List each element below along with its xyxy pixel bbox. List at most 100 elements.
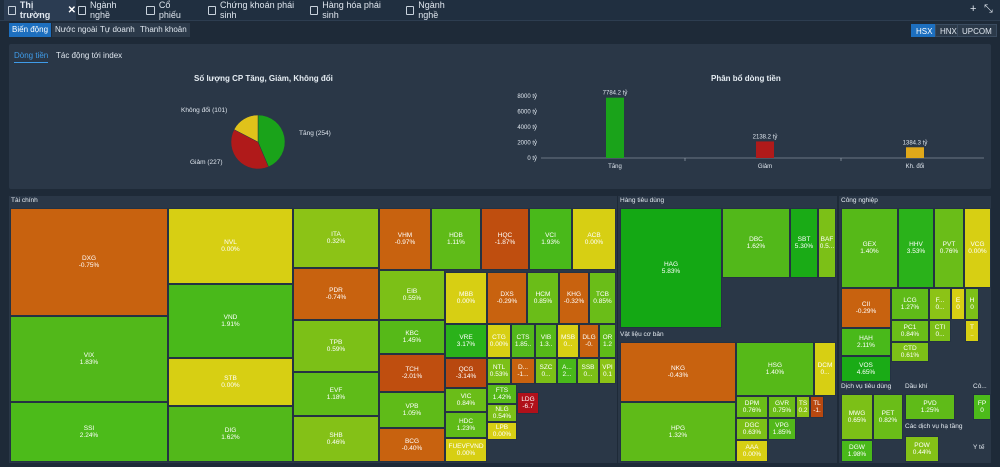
treemap-cell-vci[interactable]: VCI 1.93% — [529, 208, 572, 270]
treemap-cell-ssi[interactable]: SSI 2.24% — [10, 402, 168, 462]
treemap-cell-ldg[interactable]: LDG -6.7 — [517, 392, 539, 414]
treemap-cell-dlg[interactable]: DLG -0. — [579, 324, 599, 358]
treemap-cell-fts[interactable]: FTS 1.42% — [487, 384, 517, 404]
treemap-cell-nlg[interactable]: NLG 0.54% — [487, 404, 517, 422]
treemap-cell-msb[interactable]: MSB 0... — [557, 324, 579, 358]
treemap-cell-ssb[interactable]: SSB 0... — [577, 358, 599, 384]
tab-nuoc-ngoai[interactable]: Nước ngoài — [52, 23, 101, 37]
treemap-cell-tpb[interactable]: TPB 0.59% — [293, 320, 379, 372]
treemap-cell-aaa[interactable]: AAA 0.00% — [736, 440, 768, 462]
treemap-cell-hdc[interactable]: HDC 1.23% — [445, 412, 487, 438]
treemap-cell-mbb[interactable]: MBB 0.00% — [445, 272, 487, 324]
treemap-cell-pow[interactable]: POW 0.44% — [905, 436, 939, 462]
treemap-cell-vib[interactable]: VIB 1.3.. — [535, 324, 557, 358]
treemap-cell-hah[interactable]: HAH 2.11% — [841, 328, 891, 356]
treemap-cell-cii[interactable]: CII -0.29% — [841, 288, 891, 328]
treemap-cell-vpb[interactable]: VPB 1.05% — [379, 392, 445, 428]
treemap-cell-pet[interactable]: PET 0.82% — [873, 394, 903, 440]
treemap-cell-dxs[interactable]: DXS -0.29% — [487, 272, 527, 324]
treemap-cell-hpg[interactable]: HPG 1.32% — [620, 402, 736, 462]
treemap-cell-hqc[interactable]: HQC -1.87% — [481, 208, 529, 270]
treemap-cell-stb[interactable]: STB 0.00% — [168, 358, 293, 406]
tab-0[interactable]: Thị trường ✕ — [4, 0, 76, 20]
add-tab-button[interactable]: + — [970, 3, 977, 15]
treemap-cell-vhm[interactable]: VHM -0.97% — [379, 208, 431, 270]
treemap-cell-tcb[interactable]: TCB 0.85% — [589, 272, 616, 324]
treemap-cell-tl[interactable]: TL -1. — [810, 396, 824, 418]
tab-3[interactable]: Chứng khoán phái sinh — [204, 0, 300, 20]
treemap-cell-shb[interactable]: SHB 0.46% — [293, 416, 379, 462]
exchange-hsx-button[interactable]: HSX — [911, 24, 938, 37]
treemap-cell-ctd[interactable]: CTD 0.61% — [891, 342, 929, 362]
treemap-cell-hsg[interactable]: HSG 1.40% — [736, 342, 814, 396]
treemap-cell-acb[interactable]: ACB 0.00% — [572, 208, 616, 270]
tab-dong-tien[interactable]: Dòng tiền — [14, 51, 49, 63]
treemap-cell-hhv[interactable]: HHV 3.53% — [898, 208, 934, 288]
treemap-cell-hcm[interactable]: HCM 0.85% — [527, 272, 559, 324]
treemap-cell-vcg[interactable]: VCG 0.00% — [964, 208, 991, 288]
treemap-cell-kbc[interactable]: KBC 1.45% — [379, 320, 445, 354]
treemap-cell-baf[interactable]: BAF 0.5... — [818, 208, 836, 278]
treemap-cell-dgw[interactable]: DGW 1.98% — [841, 440, 873, 462]
exchange-upcom-button[interactable]: UPCOM — [957, 24, 997, 37]
treemap-cell-tch[interactable]: TCH -2.01% — [379, 354, 445, 392]
treemap-cell-ita[interactable]: ITA 0.32% — [293, 208, 379, 268]
tab-1[interactable]: Ngành nghề — [74, 0, 132, 20]
treemap-cell-pdr[interactable]: PDR -0.74% — [293, 268, 379, 320]
treemap-cell-cti[interactable]: CTI 0... — [929, 320, 951, 342]
treemap-cell-pvd[interactable]: PVD 1.25% — [905, 394, 955, 420]
treemap-cell-sbt[interactable]: SBT 5.30% — [790, 208, 818, 278]
treemap-cell-eib[interactable]: EIB 0.55% — [379, 270, 445, 320]
treemap-cell-ts[interactable]: TS 0.2 — [796, 396, 810, 418]
treemap-cell-fp[interactable]: FP 0 — [973, 394, 991, 420]
treemap-cell-or[interactable]: OR 1.2 — [599, 324, 616, 358]
treemap-cell-ntl[interactable]: NTL 0.53% — [487, 358, 511, 384]
treemap-cell-d[interactable]: D... -1... — [511, 358, 535, 384]
treemap-cell-dig[interactable]: DIG 1.62% — [168, 406, 293, 462]
treemap-cell-szc[interactable]: SZC 0... — [535, 358, 557, 384]
treemap-cell-vpg[interactable]: VPG 1.85% — [768, 418, 796, 440]
treemap-cell-qcg[interactable]: QCG -3.14% — [445, 358, 487, 388]
treemap-cell-lcg[interactable]: LCG 1.27% — [891, 288, 929, 320]
treemap-cell-hdb[interactable]: HDB 1.11% — [431, 208, 481, 270]
tab-5[interactable]: Ngành nghề — [402, 0, 462, 20]
close-icon[interactable]: ✕ — [67, 4, 76, 16]
tab-bien-dong[interactable]: Biến động — [9, 23, 52, 37]
treemap-cell-nvl[interactable]: NVL 0.00% — [168, 208, 293, 284]
treemap-cell-vix[interactable]: VIX 1.83% — [10, 316, 168, 402]
treemap-cell-cts[interactable]: CTS 1.85.. — [511, 324, 535, 358]
treemap-cell-a[interactable]: A... 2... — [557, 358, 577, 384]
tab-4[interactable]: Hàng hóa phái sinh — [306, 0, 392, 20]
treemap-cell-dgc[interactable]: DGC 0.63% — [736, 418, 768, 440]
treemap-cell-lpb[interactable]: LPB 0.00% — [487, 422, 517, 440]
tab-tac-dong-index[interactable]: Tác động tới index — [56, 51, 123, 60]
tab-2[interactable]: Cổ phiếu — [142, 0, 194, 20]
treemap-cell-dbc[interactable]: DBC 1.62% — [722, 208, 790, 278]
treemap-cell-mwg[interactable]: MWG 0.65% — [841, 394, 873, 440]
tab-thanh-khoan[interactable]: Thanh khoản — [137, 23, 190, 37]
treemap-cell-nkg[interactable]: NKG -0.43% — [620, 342, 736, 402]
treemap-cell-ctg[interactable]: CTG 0.00% — [487, 324, 511, 358]
treemap-cell-dcm[interactable]: DCM 0... — [814, 342, 836, 396]
tab-tu-doanh[interactable]: Tự doanh — [97, 23, 138, 37]
treemap-cell-fuevfvnd[interactable]: FUEVFVND 0.00% — [445, 438, 487, 462]
treemap-cell-khg[interactable]: KHG -0.32% — [559, 272, 589, 324]
treemap-cell-vos[interactable]: VOS 4.65% — [841, 356, 891, 382]
treemap-cell-pvt[interactable]: PVT 0.76% — [934, 208, 964, 288]
treemap-cell-f[interactable]: F... 0... — [929, 288, 951, 320]
treemap-cell-bcg[interactable]: BCG -0.40% — [379, 428, 445, 462]
treemap-cell-hag[interactable]: HAG 5.83% — [620, 208, 722, 328]
treemap-cell-vpi[interactable]: VPI 0.1 — [599, 358, 616, 384]
treemap-cell-evf[interactable]: EVF 1.18% — [293, 372, 379, 416]
treemap-cell-dxg[interactable]: DXG -0.75% — [10, 208, 168, 316]
treemap-cell-vic[interactable]: VIC 0.84% — [445, 388, 487, 412]
treemap-cell-gvr[interactable]: GVR 0.75% — [768, 396, 796, 418]
treemap-cell-vnd[interactable]: VND 1.91% — [168, 284, 293, 358]
treemap-cell-gex[interactable]: GEX 1.40% — [841, 208, 898, 288]
collapse-icon[interactable]: ⤡ — [984, 3, 993, 15]
treemap-cell-dpm[interactable]: DPM 0.76% — [736, 396, 768, 418]
treemap-cell-pc1[interactable]: PC1 0.84% — [891, 320, 929, 342]
treemap-cell-t[interactable]: T.. — [965, 320, 979, 342]
